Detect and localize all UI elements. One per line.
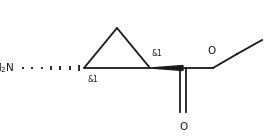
Text: H$_2$N: H$_2$N <box>0 61 15 75</box>
Polygon shape <box>150 66 183 71</box>
Text: O: O <box>179 122 187 132</box>
Text: O: O <box>208 46 216 56</box>
Text: &1: &1 <box>152 49 163 58</box>
Text: &1: &1 <box>88 75 99 84</box>
